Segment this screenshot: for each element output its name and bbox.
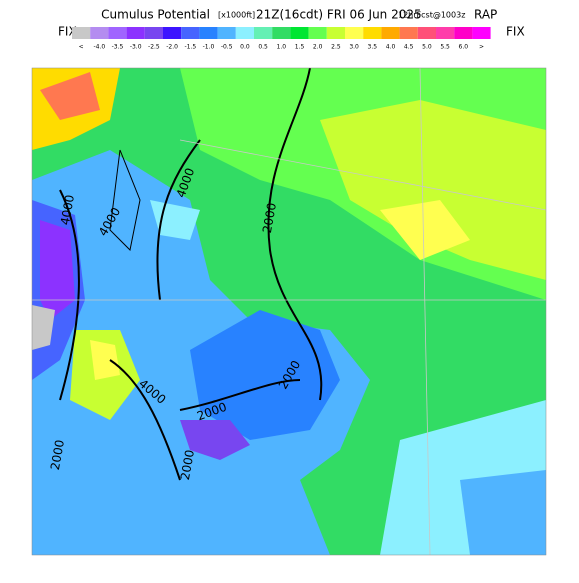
units: [x1000ft]: [218, 11, 255, 20]
map: [31, 67, 547, 556]
color-swatch: [363, 27, 382, 39]
colorbar-label: >: [479, 44, 484, 51]
colorbar-label: -1.0: [203, 44, 215, 51]
contour-label: 2000: [260, 202, 279, 235]
fix-right[interactable]: FIX: [506, 25, 525, 39]
color-swatch: [108, 27, 127, 39]
colorbar-label: 3.5: [368, 44, 378, 51]
colorbar-label: -4.0: [93, 44, 105, 51]
colorbar-label: 3.0: [349, 44, 359, 51]
colorbar-label: -2.0: [166, 44, 178, 51]
color-swatch: [381, 27, 400, 39]
colorbar-label: 5.5: [440, 44, 450, 51]
contour-label: 2000: [48, 439, 67, 472]
colorbar-label: 2.0: [313, 44, 323, 51]
color-swatch: [454, 27, 473, 39]
colorbar: < -4.0 -3.5 -3.0 -2.5 -2.0 -1.5 -1.0 -0.5 0.0 0.5 1…: [72, 27, 491, 51]
model: RAP: [474, 8, 497, 22]
colorbar-label: 0.5: [258, 44, 268, 51]
contour-label: 4000: [58, 194, 77, 227]
color-swatch: [326, 27, 345, 39]
colorbar-label: 4.5: [404, 44, 414, 51]
colorbar-label: -2.5: [148, 44, 160, 51]
color-swatch: [290, 27, 309, 39]
color-swatch: [399, 27, 418, 39]
colorbar-label: 1.0: [277, 44, 287, 51]
colorbar-label: -1.5: [184, 44, 196, 51]
color-swatch: [308, 27, 327, 39]
colorbar-label: 1.5: [295, 44, 305, 51]
color-swatch: [72, 27, 91, 39]
color-swatch: [199, 27, 218, 39]
colorbar-label: 4.0: [386, 44, 396, 51]
colorbar-label: -0.5: [221, 44, 233, 51]
contour-label: 2000: [178, 449, 197, 482]
color-swatch: [144, 27, 163, 39]
colorbar-label: -3.5: [112, 44, 124, 51]
color-swatch: [181, 27, 200, 39]
color-swatch: [217, 27, 236, 39]
colorbar-label: -3.0: [130, 44, 142, 51]
colorbar-label: 2.5: [331, 44, 341, 51]
color-swatch: [345, 27, 364, 39]
color-swatch: [417, 27, 436, 39]
color-swatch: [272, 27, 291, 39]
color-swatch: [472, 27, 491, 39]
color-swatch: [90, 27, 109, 39]
colorbar-label: 0.0: [240, 44, 250, 51]
colorbar-label: 6.0: [459, 44, 469, 51]
colorbar-label: <: [79, 44, 84, 51]
color-swatch: [235, 27, 254, 39]
color-swatch: [163, 27, 182, 39]
title: Cumulus Potential: [101, 8, 210, 22]
color-swatch: [436, 27, 455, 39]
color-swatch: [254, 27, 273, 39]
color-swatch: [126, 27, 145, 39]
colorbar-label: 5.0: [422, 44, 432, 51]
valid-time: 21Z(16cdt) FRI 06 Jun 2025: [256, 8, 422, 22]
forecast: 12hrFcst@1003z: [398, 11, 465, 20]
